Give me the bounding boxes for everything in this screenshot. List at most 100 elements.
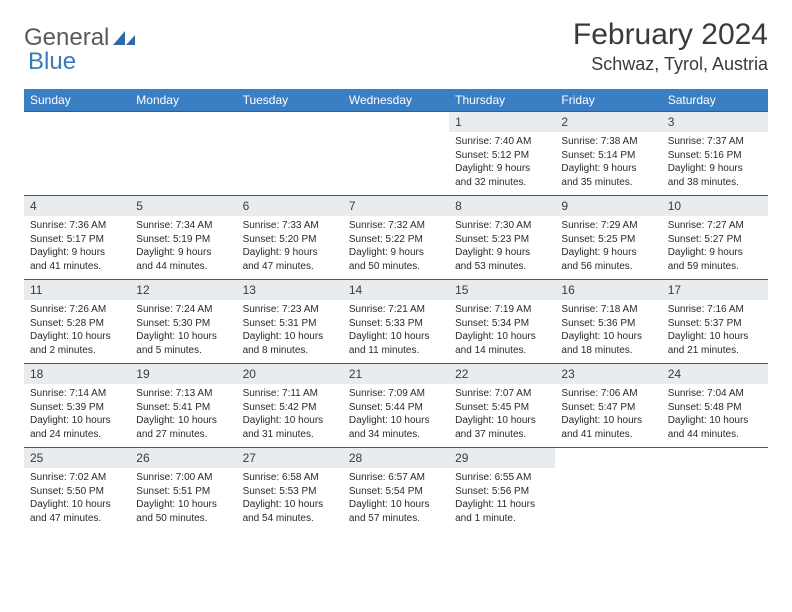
day-number: 15	[449, 280, 555, 300]
day-data-line: Sunrise: 7:30 AM	[455, 219, 549, 233]
day-data-line: Daylight: 9 hours	[30, 246, 124, 260]
day-data-line: and 35 minutes.	[561, 176, 655, 190]
day-data-line: Sunset: 5:45 PM	[455, 401, 549, 415]
day-data-line: Sunrise: 7:02 AM	[30, 471, 124, 485]
logo-sail-icon	[111, 29, 137, 47]
day-number: 17	[662, 280, 768, 300]
day-number: 11	[24, 280, 130, 300]
day-number: 13	[237, 280, 343, 300]
day-data-line: Sunrise: 7:40 AM	[455, 135, 549, 149]
day-number: 4	[24, 196, 130, 216]
day-number: 23	[555, 364, 661, 384]
day-data-line: Sunset: 5:48 PM	[668, 401, 762, 415]
day-data-line: Sunrise: 7:33 AM	[243, 219, 337, 233]
calendar-week-row: 18Sunrise: 7:14 AMSunset: 5:39 PMDayligh…	[24, 364, 768, 448]
day-data-line: and 41 minutes.	[30, 260, 124, 274]
day-data: Sunrise: 7:06 AMSunset: 5:47 PMDaylight:…	[555, 384, 661, 445]
day-data-line: and 50 minutes.	[349, 260, 443, 274]
day-data: Sunrise: 7:23 AMSunset: 5:31 PMDaylight:…	[237, 300, 343, 361]
day-number: 24	[662, 364, 768, 384]
calendar-cell: 8Sunrise: 7:30 AMSunset: 5:23 PMDaylight…	[449, 196, 555, 280]
day-number: 26	[130, 448, 236, 468]
day-data-line: Sunrise: 7:16 AM	[668, 303, 762, 317]
day-data-line: Sunrise: 7:26 AM	[30, 303, 124, 317]
day-data-line: Sunrise: 7:11 AM	[243, 387, 337, 401]
day-data-line: Sunset: 5:27 PM	[668, 233, 762, 247]
weekday-header: Wednesday	[343, 89, 449, 112]
day-data-line: and 54 minutes.	[243, 512, 337, 526]
day-number: 12	[130, 280, 236, 300]
day-number: 2	[555, 112, 661, 132]
day-data-line: and 14 minutes.	[455, 344, 549, 358]
day-number: 20	[237, 364, 343, 384]
day-data-line: Sunrise: 7:34 AM	[136, 219, 230, 233]
calendar-cell: 6Sunrise: 7:33 AMSunset: 5:20 PMDaylight…	[237, 196, 343, 280]
day-data-line: Sunrise: 7:09 AM	[349, 387, 443, 401]
day-data-line: Daylight: 10 hours	[561, 414, 655, 428]
day-data-line: Sunrise: 7:18 AM	[561, 303, 655, 317]
day-data-line: Daylight: 9 hours	[243, 246, 337, 260]
day-data-line: and 44 minutes.	[136, 260, 230, 274]
day-data-line: Daylight: 10 hours	[136, 330, 230, 344]
calendar-cell: 1Sunrise: 7:40 AMSunset: 5:12 PMDaylight…	[449, 112, 555, 196]
logo-text-blue: Blue	[28, 48, 76, 75]
day-data-line: and 38 minutes.	[668, 176, 762, 190]
day-number: 6	[237, 196, 343, 216]
calendar-table: Sunday Monday Tuesday Wednesday Thursday…	[24, 89, 768, 532]
day-data-line: and 37 minutes.	[455, 428, 549, 442]
day-data-line: Sunrise: 7:06 AM	[561, 387, 655, 401]
day-data-line: Sunset: 5:34 PM	[455, 317, 549, 331]
calendar-header-row: Sunday Monday Tuesday Wednesday Thursday…	[24, 89, 768, 112]
day-data-line: Daylight: 10 hours	[136, 414, 230, 428]
day-data-line: Sunset: 5:31 PM	[243, 317, 337, 331]
weekday-header: Thursday	[449, 89, 555, 112]
day-data-line: and 11 minutes.	[349, 344, 443, 358]
calendar-week-row: 11Sunrise: 7:26 AMSunset: 5:28 PMDayligh…	[24, 280, 768, 364]
day-data-line: Sunset: 5:50 PM	[30, 485, 124, 499]
calendar-cell	[24, 112, 130, 196]
day-data-line: and 24 minutes.	[30, 428, 124, 442]
calendar-cell: 24Sunrise: 7:04 AMSunset: 5:48 PMDayligh…	[662, 364, 768, 448]
day-data: Sunrise: 7:04 AMSunset: 5:48 PMDaylight:…	[662, 384, 768, 445]
day-number: 9	[555, 196, 661, 216]
calendar-cell	[555, 448, 661, 532]
calendar-cell: 15Sunrise: 7:19 AMSunset: 5:34 PMDayligh…	[449, 280, 555, 364]
day-data-line: Sunset: 5:19 PM	[136, 233, 230, 247]
calendar-cell: 19Sunrise: 7:13 AMSunset: 5:41 PMDayligh…	[130, 364, 236, 448]
day-data: Sunrise: 7:24 AMSunset: 5:30 PMDaylight:…	[130, 300, 236, 361]
day-data-line: Sunrise: 7:37 AM	[668, 135, 762, 149]
day-data: Sunrise: 6:57 AMSunset: 5:54 PMDaylight:…	[343, 468, 449, 529]
day-data-line: Sunrise: 7:14 AM	[30, 387, 124, 401]
day-data-line: and 21 minutes.	[668, 344, 762, 358]
day-data-line: Daylight: 10 hours	[561, 330, 655, 344]
calendar-cell: 18Sunrise: 7:14 AMSunset: 5:39 PMDayligh…	[24, 364, 130, 448]
calendar-cell: 27Sunrise: 6:58 AMSunset: 5:53 PMDayligh…	[237, 448, 343, 532]
calendar-cell: 20Sunrise: 7:11 AMSunset: 5:42 PMDayligh…	[237, 364, 343, 448]
day-data-line: Sunset: 5:17 PM	[30, 233, 124, 247]
day-data-line: Daylight: 9 hours	[561, 246, 655, 260]
day-data: Sunrise: 7:16 AMSunset: 5:37 PMDaylight:…	[662, 300, 768, 361]
day-data-line: Sunset: 5:47 PM	[561, 401, 655, 415]
day-data: Sunrise: 7:33 AMSunset: 5:20 PMDaylight:…	[237, 216, 343, 277]
day-data-line: Daylight: 10 hours	[668, 330, 762, 344]
calendar-cell: 23Sunrise: 7:06 AMSunset: 5:47 PMDayligh…	[555, 364, 661, 448]
day-data-line: Sunset: 5:20 PM	[243, 233, 337, 247]
day-data-line: Sunset: 5:22 PM	[349, 233, 443, 247]
calendar-cell: 21Sunrise: 7:09 AMSunset: 5:44 PMDayligh…	[343, 364, 449, 448]
day-data-line: Daylight: 10 hours	[136, 498, 230, 512]
day-number: 5	[130, 196, 236, 216]
day-data-line: Daylight: 9 hours	[668, 162, 762, 176]
calendar-cell: 2Sunrise: 7:38 AMSunset: 5:14 PMDaylight…	[555, 112, 661, 196]
day-data-line: Sunrise: 7:07 AM	[455, 387, 549, 401]
calendar-week-row: 1Sunrise: 7:40 AMSunset: 5:12 PMDaylight…	[24, 112, 768, 196]
day-data-line: Sunrise: 7:38 AM	[561, 135, 655, 149]
day-data-line: Sunset: 5:30 PM	[136, 317, 230, 331]
day-data-line: Daylight: 10 hours	[30, 414, 124, 428]
day-data-line: Sunrise: 7:23 AM	[243, 303, 337, 317]
day-data-line: Daylight: 9 hours	[349, 246, 443, 260]
day-data-line: Sunset: 5:23 PM	[455, 233, 549, 247]
location: Schwaz, Tyrol, Austria	[573, 54, 768, 75]
day-data-line: and 56 minutes.	[561, 260, 655, 274]
day-data-line: Sunrise: 7:36 AM	[30, 219, 124, 233]
day-data-line: and 57 minutes.	[349, 512, 443, 526]
